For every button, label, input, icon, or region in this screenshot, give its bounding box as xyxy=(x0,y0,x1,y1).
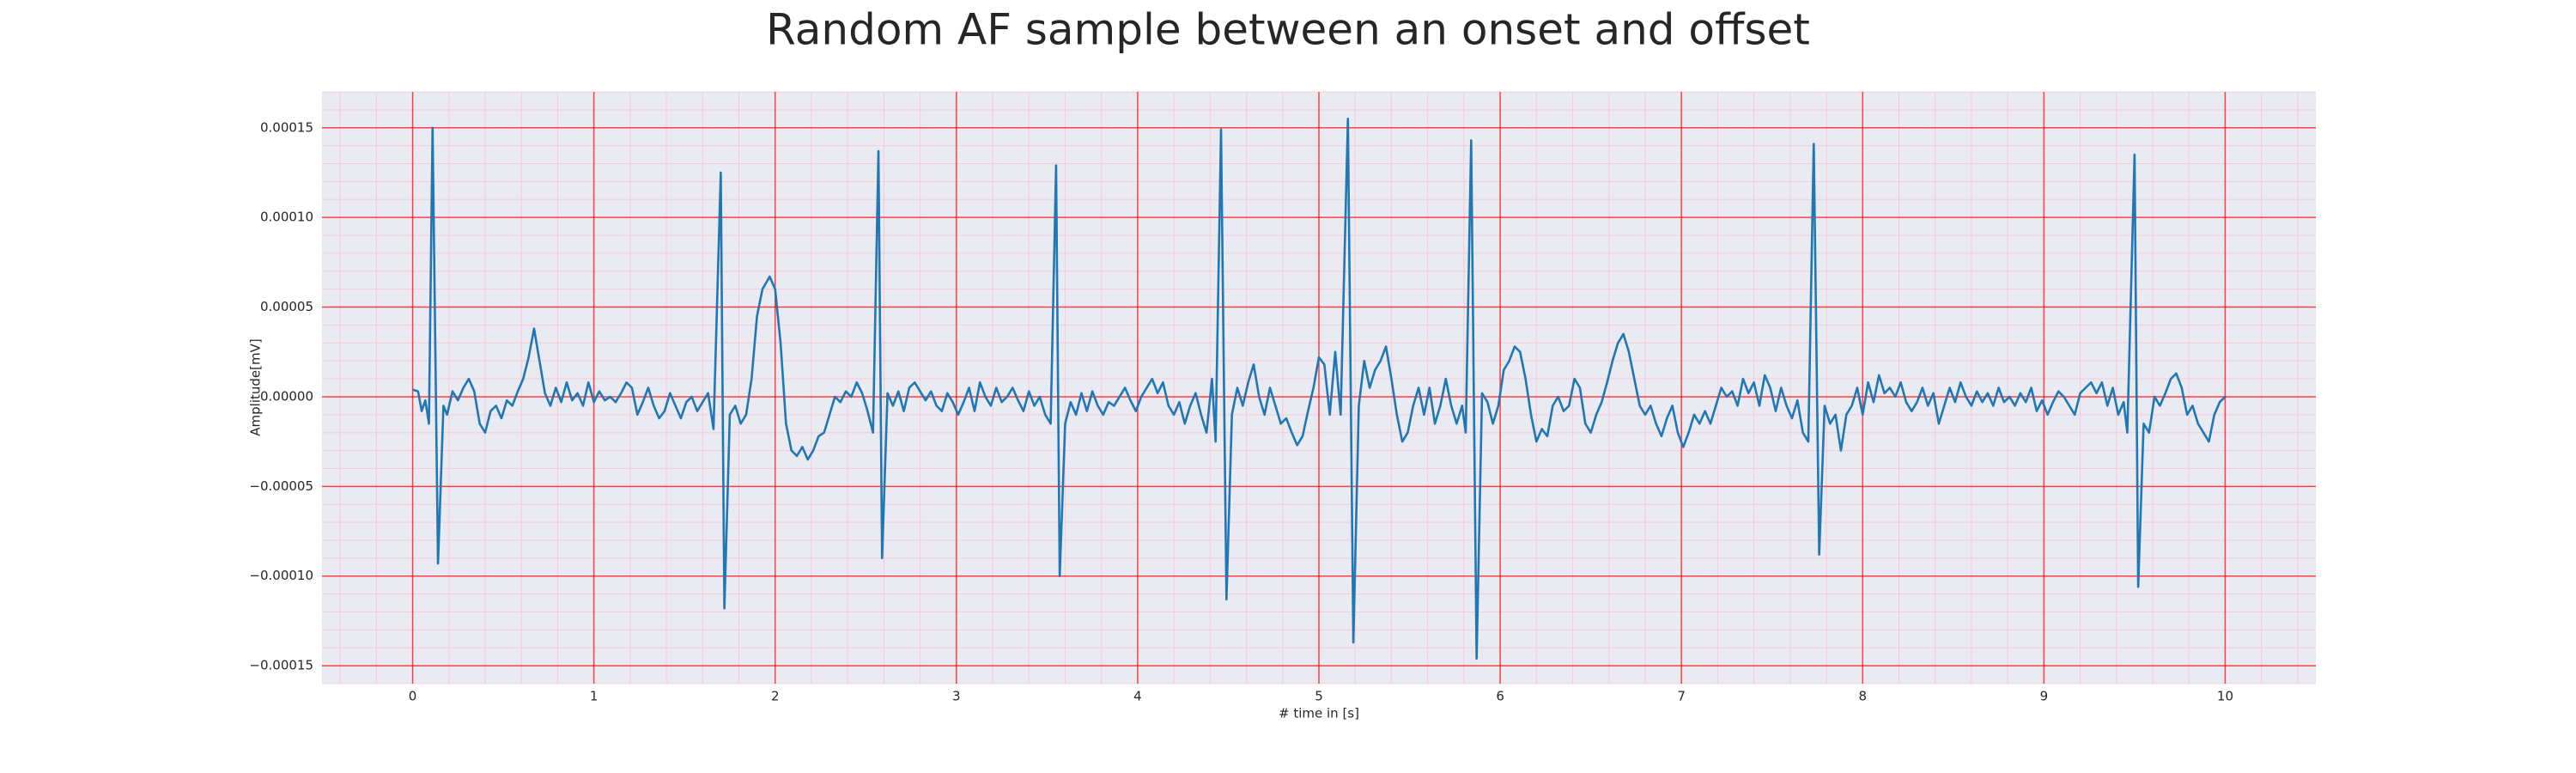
x-tick-label: 1 xyxy=(590,689,598,704)
y-tick-label: 0.00010 xyxy=(260,210,313,225)
signal-line xyxy=(412,118,2227,660)
grid xyxy=(322,91,2316,685)
x-tick-label: 4 xyxy=(1133,689,1142,704)
y-tick-label: 0.00015 xyxy=(260,119,313,135)
y-axis-label: Amplitude[mV] xyxy=(248,338,264,435)
y-tick-label: −0.00010 xyxy=(249,568,313,583)
x-tick-label: 7 xyxy=(1677,689,1686,704)
x-tick-label: 3 xyxy=(952,689,961,704)
chart-title: Random AF sample between an onset and of… xyxy=(766,5,1810,55)
y-tick-label: 0.00005 xyxy=(260,299,313,314)
y-tick-label: 0.00000 xyxy=(260,388,313,404)
x-tick-label: 9 xyxy=(2040,689,2049,704)
labels: 0 1 2 3 4 5 6 7 8 9 10 −0.00015 −0.00010 −0.00005 0.00… xyxy=(249,119,2233,703)
y-tick-label: −0.00005 xyxy=(249,478,313,494)
x-tick-label: 5 xyxy=(1315,689,1323,704)
x-tick-label: 8 xyxy=(1858,689,1867,704)
marks xyxy=(412,118,2227,660)
y-tick-label: −0.00015 xyxy=(249,658,313,673)
x-tick-label: 10 xyxy=(2217,689,2233,704)
x-tick-label: 2 xyxy=(771,689,780,704)
x-axis-label: # time in [s] xyxy=(1279,706,1359,721)
x-tick-label: 0 xyxy=(409,689,417,704)
x-tick-label: 6 xyxy=(1496,689,1504,704)
